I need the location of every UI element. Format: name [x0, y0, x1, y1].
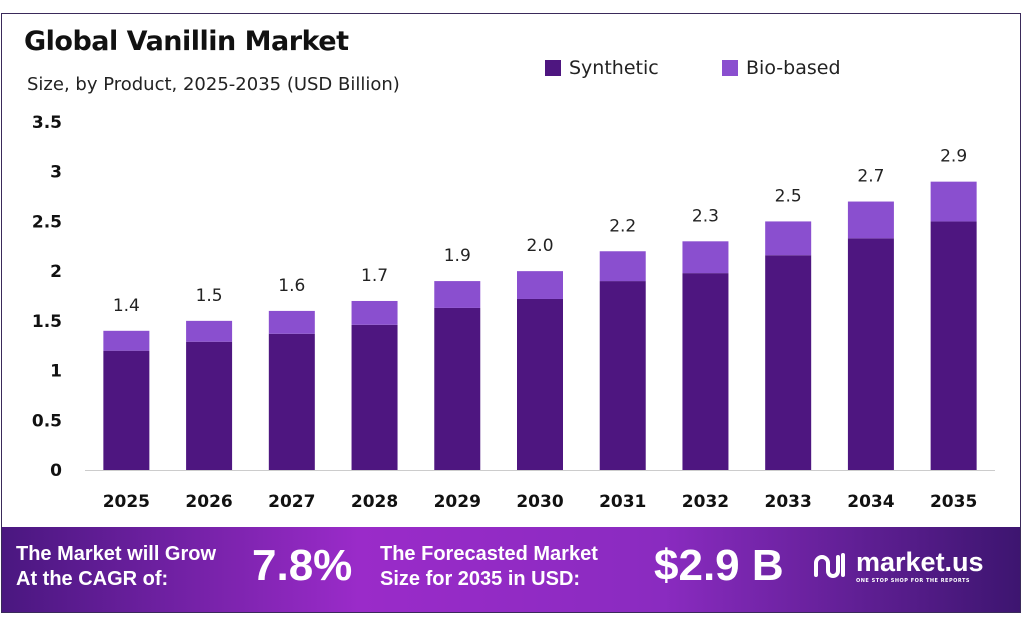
frame-border: [1, 13, 1021, 613]
logo-mark-icon: [814, 552, 845, 578]
bar-bio-based-2025: [103, 330, 150, 351]
legend-swatch-synthetic: [545, 60, 561, 76]
legend-label-synthetic: Synthetic: [569, 57, 659, 79]
bar-synthetic-2030: [517, 298, 563, 470]
bar-bio-based-2034: [847, 201, 894, 239]
market-us-logo: market.us ONE STOP SHOP FOR THE REPORTS: [812, 547, 984, 584]
cagr-label-line1: The Market will Grow: [16, 543, 217, 565]
bar-synthetic-2028: [351, 324, 398, 470]
x-tick-label: 2027: [268, 492, 315, 512]
y-tick-label: 3.5: [32, 113, 62, 133]
bar-synthetic-2033: [765, 255, 812, 470]
bar-bio-based-2035: [930, 181, 977, 222]
bar-bio-based-2032: [682, 241, 729, 274]
x-tick-label: 2033: [765, 492, 812, 512]
x-tick-label: 2028: [351, 492, 398, 512]
x-tick-label: 2034: [847, 492, 894, 512]
data-label-total: 1.9: [444, 246, 471, 266]
legend-item-bio-based: Bio-based: [722, 57, 841, 79]
bar-synthetic-2034: [847, 238, 894, 470]
bar-synthetic-2031: [599, 281, 646, 470]
x-tick-label: 2032: [682, 492, 729, 512]
y-tick-label: 0: [50, 461, 62, 481]
data-label-total: 2.2: [609, 216, 636, 236]
data-label-total: 1.6: [278, 276, 305, 296]
data-label-total: 2.3: [692, 206, 719, 226]
cagr-label-line2: At the CAGR of:: [16, 568, 169, 590]
data-label-total: 2.0: [526, 236, 553, 256]
forecast-label-line1: The Forecasted Market: [380, 543, 598, 565]
bar-synthetic-2025: [103, 350, 150, 470]
x-tick-label: 2031: [599, 492, 646, 512]
x-tick-label: 2026: [185, 492, 232, 512]
bar-synthetic-2035: [930, 221, 977, 470]
data-label-total: 1.5: [196, 286, 223, 306]
bar-synthetic-2026: [186, 341, 233, 470]
forecast-value: $2.9 B: [654, 541, 784, 590]
cagr-value: 7.8%: [252, 541, 353, 590]
x-tick-label: 2035: [930, 492, 977, 512]
bar-bio-based-2030: [517, 271, 563, 299]
logo-tagline: ONE STOP SHOP FOR THE REPORTS: [856, 578, 971, 584]
bar-bio-based-2026: [186, 320, 233, 342]
y-tick-label: 1.5: [32, 312, 62, 332]
chart-title: Global Vanillin Market: [24, 26, 349, 57]
x-tick-label: 2029: [434, 492, 481, 512]
bar-chart: 0 0.5 1 1.5 2 2.5 3 3.5 1.4 2025 1.5 2026 1.6 2027 1.7…: [32, 113, 995, 512]
data-label-total: 1.4: [113, 296, 140, 316]
bar-synthetic-2027: [268, 333, 315, 470]
data-label-total: 2.9: [940, 147, 967, 167]
y-tick-label: 1: [50, 362, 62, 382]
chart-subtitle: Size, by Product, 2025-2035 (USD Billion…: [27, 74, 400, 95]
bar-bio-based-2033: [765, 221, 812, 256]
y-tick-label: 2.5: [32, 212, 62, 232]
summary-banner: The Market will Grow At the CAGR of: 7.8…: [2, 527, 1020, 612]
y-tick-label: 0.5: [32, 411, 62, 431]
y-tick-label: 3: [50, 163, 62, 183]
bar-bio-based-2031: [599, 251, 646, 282]
logo-name: market.us: [856, 547, 984, 577]
y-tick-label: 2: [50, 262, 62, 282]
x-tick-label: 2025: [103, 492, 150, 512]
bar-synthetic-2029: [434, 307, 481, 470]
legend-label-bio-based: Bio-based: [746, 57, 841, 79]
bar-bio-based-2029: [434, 281, 481, 308]
forecast-label-line2: Size for 2035 in USD:: [380, 568, 581, 590]
legend-item-synthetic: Synthetic: [545, 57, 659, 79]
legend-swatch-bio-based: [722, 60, 738, 76]
data-label-total: 2.7: [857, 167, 884, 187]
bar-bio-based-2027: [268, 310, 315, 334]
bar-bio-based-2028: [351, 300, 398, 325]
x-tick-label: 2030: [516, 492, 563, 512]
bar-synthetic-2032: [682, 273, 729, 470]
data-label-total: 1.7: [361, 266, 388, 286]
data-label-total: 2.5: [775, 186, 802, 206]
